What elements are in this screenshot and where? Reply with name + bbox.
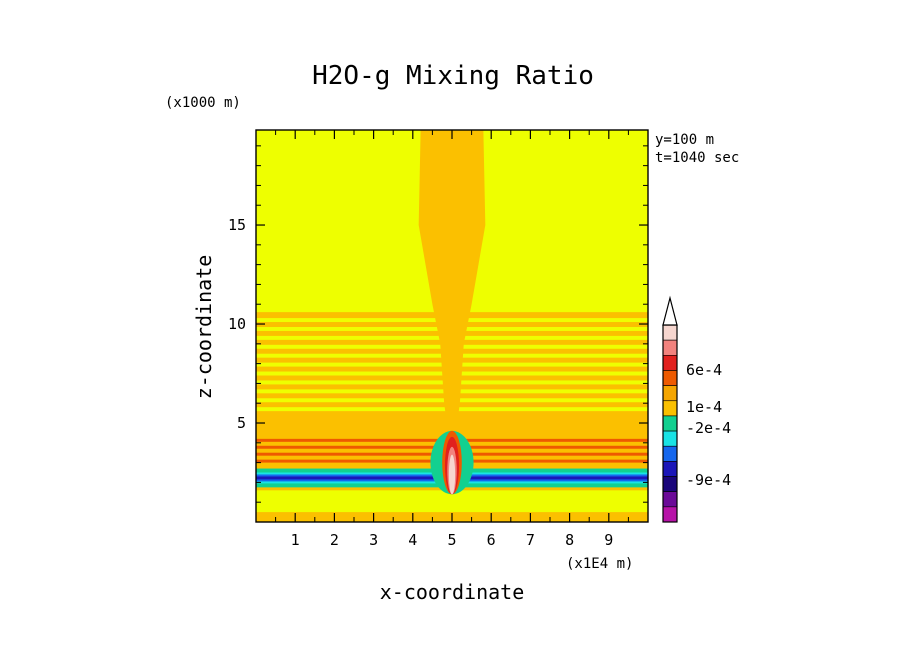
y-unit-label: (x1000 m): [165, 95, 241, 111]
colorbar-swatch: [662, 415, 678, 432]
x-tick-label: 1: [291, 531, 300, 549]
colorbar-label: -9e-4: [686, 471, 731, 489]
x-tick-label: 5: [447, 531, 456, 549]
colorbar-swatch: [662, 476, 678, 492]
colorbar-label: 1e-4: [686, 398, 722, 416]
y-tick-label: 15: [228, 216, 246, 234]
x-tick-label: 4: [408, 531, 417, 549]
core-shell-4: [448, 454, 456, 495]
colorbar-extension: [662, 295, 678, 326]
colorbar-swatch: [662, 400, 678, 417]
x-unit-label: (x1E4 m): [566, 556, 633, 572]
colorbar-swatch: [662, 445, 678, 462]
plot-area: 1 2 3 4 5 6 7 8 9 5 10 15: [228, 129, 649, 549]
colorbar-swatch: [662, 461, 678, 477]
x-tick-label: 3: [369, 531, 378, 549]
colorbar-swatch: [662, 324, 678, 341]
x-tick-label: 8: [565, 531, 574, 549]
colorbar-swatch: [662, 385, 678, 402]
colorbar-swatch: [662, 339, 678, 356]
y-tick-label: 5: [237, 414, 246, 432]
colorbar: 6e-4 1e-4 -2e-4 -9e-4: [662, 295, 731, 523]
x-tick-label: 9: [604, 531, 613, 549]
x-tick-label: 6: [487, 531, 496, 549]
colorbar-swatch: [662, 370, 678, 386]
colorbar-swatch: [662, 355, 678, 371]
chart-title: H2O-g Mixing Ratio: [312, 61, 594, 91]
info-line-1: y=100 m: [655, 132, 714, 148]
y-tick-label: 10: [228, 315, 246, 333]
plume: [418, 130, 486, 433]
x-axis-title: x-coordinate: [380, 580, 525, 604]
colorbar-swatch: [662, 430, 678, 447]
colorbar-label: -2e-4: [686, 419, 731, 437]
x-tick-label: 7: [526, 531, 535, 549]
info-line-2: t=1040 sec: [655, 150, 739, 166]
colorbar-swatch: [662, 506, 678, 523]
colorbar-label: 6e-4: [686, 361, 722, 379]
x-tick-label: 2: [330, 531, 339, 549]
y-axis-title: z-coordinate: [192, 255, 216, 400]
low-clear-band: [256, 490, 648, 513]
colorbar-swatch: [662, 491, 678, 508]
